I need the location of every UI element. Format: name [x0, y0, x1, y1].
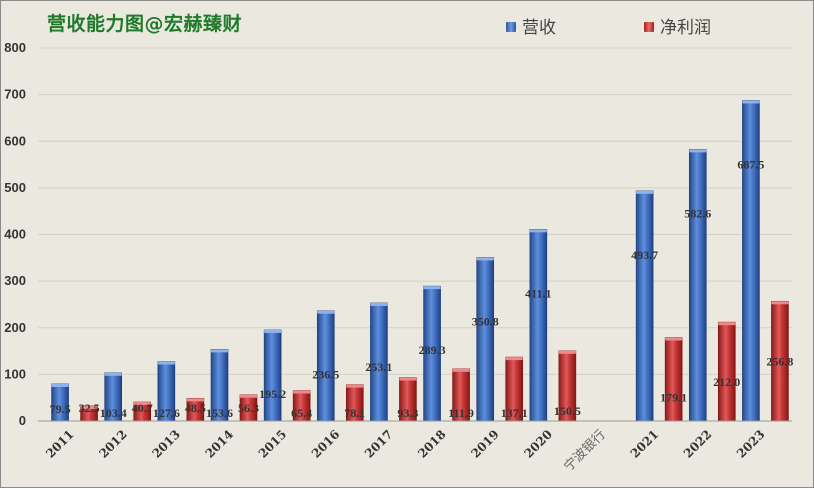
- legend-item-net-profit: 净利润: [644, 13, 711, 38]
- legend-swatch-revenue: [506, 22, 516, 32]
- bar-revenue-top: [423, 286, 441, 290]
- x-axis: 2011 2012 2013 2014 2015 2016 2017 2018 2019 2020…: [38, 420, 792, 475]
- data-labels: 79.5 32.5 103.4 40.7 127.6 48.5 153.6 56.3195.2…: [50, 157, 794, 420]
- bar-revenue-top: [211, 349, 228, 353]
- bar-revenue: [263, 329, 282, 422]
- data-label-revenue: 493.7: [631, 248, 658, 262]
- bar-revenue: [635, 190, 654, 422]
- bar-revenue-top: [689, 149, 707, 153]
- data-label-net-profit: 111.9: [448, 406, 474, 420]
- data-label-net-profit: 150.5: [554, 404, 581, 418]
- data-label-net-profit: 32.5: [79, 401, 100, 415]
- bar-revenue-top: [264, 329, 282, 333]
- bar-net-profit-top: [718, 322, 736, 326]
- data-label-net-profit: 137.1: [501, 406, 528, 420]
- data-label-net-profit: 65.4: [291, 406, 312, 420]
- bar-net-profit-top: [558, 350, 576, 354]
- data-label-revenue: 253.1: [365, 360, 392, 374]
- y-tick-label: 500: [4, 180, 26, 195]
- y-tick-label: 100: [4, 366, 26, 381]
- legend-label-net-profit: 净利润: [660, 18, 711, 38]
- data-label-revenue: 195.2: [259, 387, 286, 401]
- bar-revenue: [476, 257, 495, 422]
- x-tick-label: 2020: [521, 427, 555, 461]
- y-tick-label: 800: [4, 40, 26, 55]
- bar-net-profit-top: [505, 357, 523, 361]
- bar-net-profit: [664, 337, 683, 422]
- bar-revenue: [529, 229, 548, 422]
- bar-revenue-top: [51, 383, 69, 387]
- data-label-net-profit: 56.3: [238, 401, 259, 415]
- bar-revenue-top: [476, 257, 494, 261]
- data-label-net-profit: 93.3: [397, 406, 418, 420]
- data-label-net-profit: 256.8: [766, 354, 793, 368]
- data-label-revenue: 153.6: [206, 406, 233, 420]
- x-tick-label: 宁波银行: [561, 427, 609, 475]
- bar-net-profit-top: [293, 390, 311, 394]
- bar-net-profit-top: [346, 384, 364, 388]
- data-label-revenue: 687.5: [737, 157, 764, 171]
- data-label-net-profit: 212.0: [713, 375, 740, 389]
- bar-net-profit: [717, 321, 736, 422]
- data-label-revenue: 289.3: [419, 343, 446, 357]
- bar-net-profit-top: [80, 405, 98, 409]
- bar-net-profit-top: [133, 402, 151, 406]
- bar-revenue-top: [742, 100, 760, 104]
- y-tick-label: 0: [19, 413, 26, 428]
- data-label-net-profit: 40.7: [132, 401, 153, 415]
- data-label-revenue: 236.5: [312, 368, 339, 382]
- data-label-net-profit: 48.5: [185, 401, 206, 415]
- x-tick-label: 2011: [43, 427, 77, 461]
- chart-title: 营收能力图@宏赫臻财: [47, 13, 243, 35]
- legend-label-revenue: 营收: [522, 18, 556, 38]
- x-tick-label: 2014: [203, 427, 237, 461]
- bar-revenue-top: [104, 372, 122, 376]
- x-tick-label: 2016: [309, 427, 343, 461]
- bar-revenue-top: [636, 190, 654, 194]
- x-tick-label: 2018: [415, 427, 449, 461]
- x-tick-label: 2013: [149, 427, 183, 461]
- x-tick-label: 2021: [628, 427, 662, 461]
- y-tick-label: 700: [4, 87, 26, 102]
- bars: [51, 100, 789, 422]
- bar-revenue-top: [370, 302, 388, 306]
- data-label-revenue: 582.6: [684, 206, 711, 220]
- legend-swatch-net-profit: [644, 22, 654, 32]
- x-tick-label: 2023: [734, 427, 768, 461]
- x-tick-label: 2022: [681, 427, 715, 461]
- y-tick-label: 200: [4, 320, 26, 335]
- data-label-revenue: 103.4: [100, 406, 127, 420]
- legend-item-revenue: 营收: [506, 13, 556, 38]
- bar-revenue-top: [157, 361, 175, 365]
- bar-net-profit-top: [665, 337, 683, 341]
- bar-net-profit-top: [186, 398, 204, 402]
- bar-revenue: [316, 310, 335, 422]
- data-label-revenue: 79.5: [50, 402, 71, 416]
- y-axis: 0 100 200 300 400 500 600 700 800: [4, 40, 26, 428]
- data-label-net-profit: 179.1: [660, 390, 687, 404]
- y-tick-label: 600: [4, 133, 26, 148]
- x-tick-label: 2017: [362, 427, 396, 461]
- y-tick-label: 400: [4, 227, 26, 242]
- bar-net-profit-top: [399, 377, 417, 381]
- data-label-revenue: 350.8: [472, 314, 499, 328]
- data-label-net-profit: 78.1: [344, 406, 365, 420]
- bar-net-profit-top: [452, 368, 470, 372]
- bar-revenue: [742, 100, 760, 422]
- y-tick-label: 300: [4, 273, 26, 288]
- bar-net-profit-top: [771, 301, 789, 305]
- bar-revenue-top: [529, 229, 547, 233]
- data-label-revenue: 127.6: [153, 406, 180, 420]
- x-tick-label: 2019: [468, 427, 502, 461]
- bar-revenue-top: [317, 310, 335, 314]
- x-tick-label: 2015: [256, 427, 290, 461]
- bar-net-profit-top: [240, 394, 257, 398]
- bar-revenue: [688, 149, 707, 422]
- x-tick-label: 2012: [96, 427, 130, 461]
- data-label-revenue: 411.1: [525, 286, 551, 300]
